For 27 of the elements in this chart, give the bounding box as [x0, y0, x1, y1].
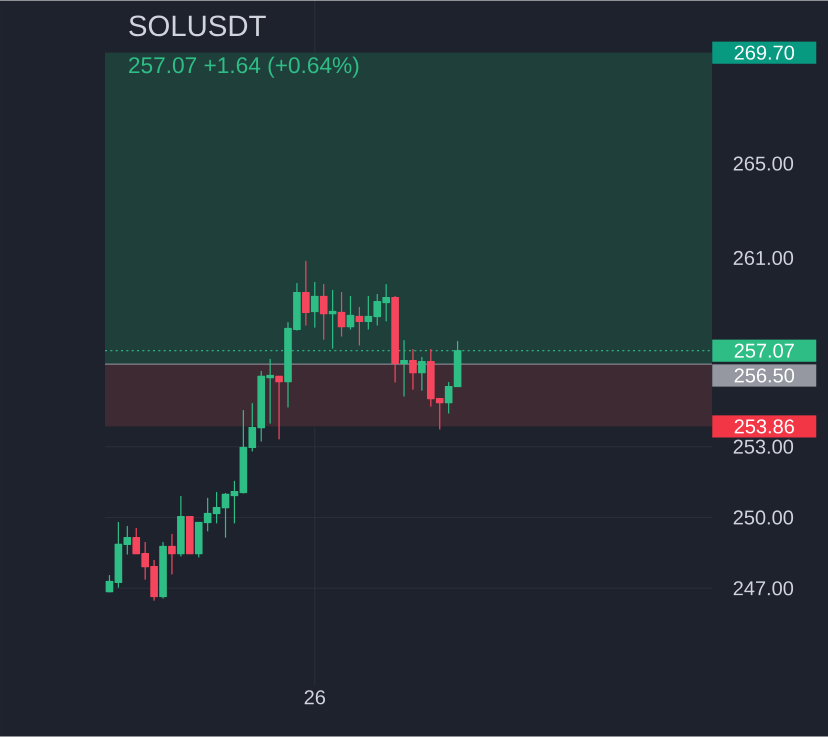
- x-tick-label: 26: [304, 690, 326, 705]
- candlestick: [168, 534, 176, 576]
- candlestick: [302, 261, 310, 326]
- y-tick-label: 250.00: [734, 510, 794, 525]
- candlestick: [159, 542, 167, 600]
- band-label: 253.86: [734, 420, 794, 434]
- candlestick: [391, 296, 399, 384]
- chart-title: SOLUSDT: [129, 16, 266, 37]
- ref-line-label: 257.07: [734, 344, 794, 358]
- band-label: 269.70: [734, 46, 794, 60]
- candlestick: [177, 496, 185, 558]
- candlestick: [310, 282, 319, 328]
- candlestick: [346, 296, 354, 330]
- y-tick-label: 265.00: [734, 156, 794, 171]
- y-tick-label: 253.00: [734, 440, 794, 454]
- y-tick-label: 261.00: [734, 251, 794, 266]
- y-tick-label: 247.00: [734, 581, 794, 596]
- candlestick: [356, 307, 364, 346]
- candlestick: [418, 357, 426, 392]
- candlestick: [275, 376, 283, 440]
- candlestick: [338, 292, 346, 338]
- candlestick: [328, 290, 336, 350]
- ref-line-label: 256.50: [734, 368, 794, 383]
- candlestick: [409, 349, 417, 390]
- text: 257.07 +1.64 (+0.64%): [129, 56, 358, 78]
- candlestick: [186, 516, 194, 554]
- candlestick: [320, 284, 328, 340]
